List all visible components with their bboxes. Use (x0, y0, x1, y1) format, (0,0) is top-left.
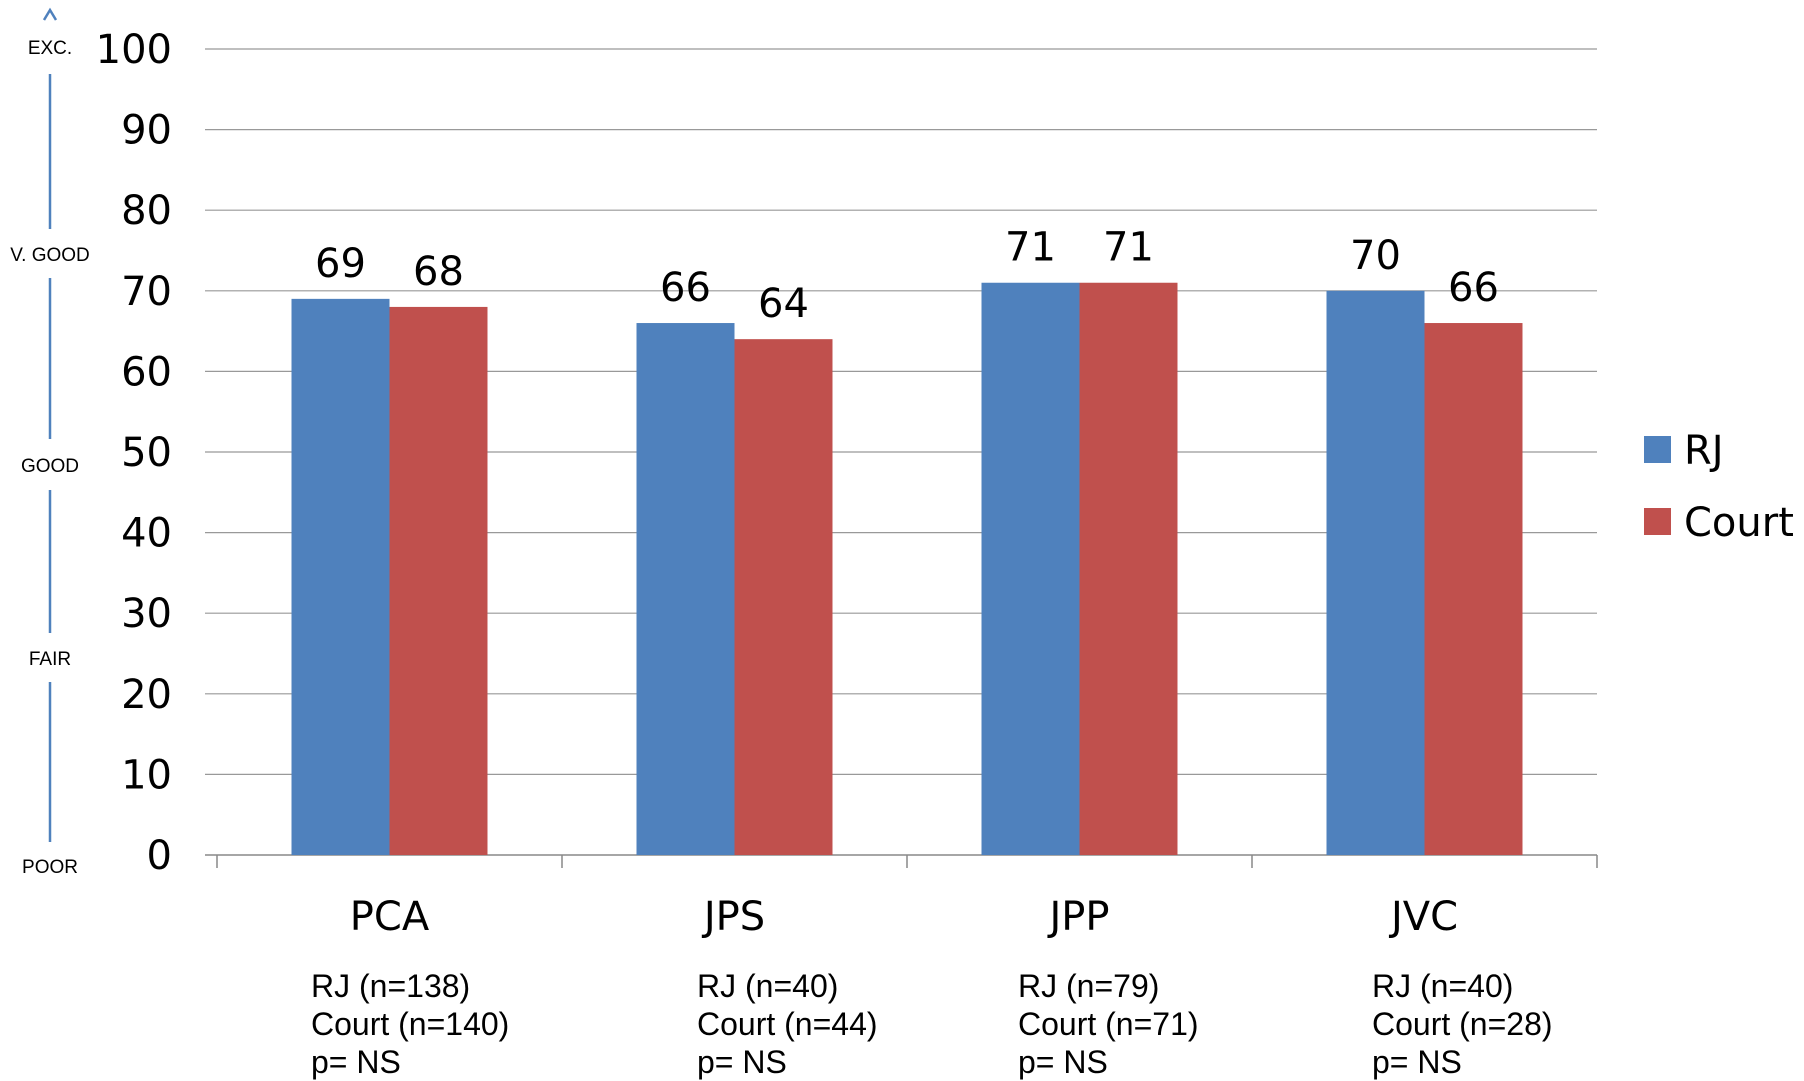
bar-rj-jps (636, 323, 735, 855)
sample-note-jvc: RJ (n=40) Court (n=28) p= NS (1372, 967, 1592, 1081)
y-tick-label: 70 (121, 269, 172, 315)
y-tick-label: 50 (121, 430, 172, 476)
note-line: Court (n=71) (1018, 1006, 1199, 1042)
bar-court-jvc (1424, 323, 1523, 855)
scale-label: EXC. (28, 38, 72, 59)
legend-swatch-court (1644, 508, 1671, 535)
note-line: p= NS (1372, 1044, 1462, 1080)
scale-label: V. GOOD (10, 245, 90, 266)
legend-label-rj: RJ (1684, 428, 1724, 474)
note-line: Court (n=44) (697, 1006, 878, 1042)
note-line: p= NS (697, 1044, 787, 1080)
bar-rj-jvc (1326, 290, 1425, 855)
data-label: 66 (1448, 265, 1499, 311)
note-line: RJ (n=138) (311, 968, 471, 1004)
bar-court-jps (734, 339, 833, 855)
y-tick-label: 90 (121, 108, 172, 154)
note-line: RJ (n=40) (697, 968, 839, 1004)
sample-note-pca: RJ (n=138) Court (n=140) p= NS (311, 967, 531, 1081)
data-label: 71 (1103, 225, 1154, 271)
bar-court-pca (389, 306, 488, 855)
y-axis-ticks: 0 10 20 30 40 50 60 70 80 90 100 (96, 27, 172, 879)
category-label: JPP (1046, 894, 1109, 940)
sample-note-jps: RJ (n=40) Court (n=44) p= NS (697, 967, 917, 1081)
bar-rj-pca (291, 298, 390, 855)
y-tick-label: 20 (121, 672, 172, 718)
data-label: 70 (1350, 233, 1401, 279)
note-line: RJ (n=40) (1372, 968, 1514, 1004)
scale-label: GOOD (21, 456, 79, 477)
y-tick-label: 100 (96, 27, 172, 73)
scale-label: POOR (22, 857, 78, 878)
data-label: 66 (660, 265, 711, 311)
y-tick-label: 0 (147, 833, 172, 879)
legend-label-court: Court (1684, 500, 1794, 546)
data-label: 68 (413, 249, 464, 295)
y-tick-label: 40 (121, 511, 172, 557)
y-tick-label: 80 (121, 188, 172, 234)
rating-scale: EXC. V. GOOD GOOD FAIR POOR (10, 7, 90, 878)
note-line: Court (n=28) (1372, 1006, 1553, 1042)
y-tick-label: 10 (121, 752, 172, 798)
category-label: PCA (350, 894, 430, 940)
note-line: p= NS (311, 1044, 401, 1080)
data-labels: 69 68 66 64 71 71 70 66 (315, 225, 1499, 327)
x-axis: PCA JPS JPP JVC (216, 855, 1598, 940)
note-line: RJ (n=79) (1018, 968, 1160, 1004)
y-tick-label: 60 (121, 349, 172, 395)
category-label: JPS (701, 894, 765, 940)
scale-label: FAIR (29, 649, 71, 670)
up-arrow-icon (42, 7, 58, 21)
data-label: 71 (1005, 225, 1056, 271)
legend-swatch-rj (1644, 436, 1671, 463)
data-label: 69 (315, 241, 366, 287)
data-label: 64 (758, 281, 809, 327)
note-line: Court (n=140) (311, 1006, 510, 1042)
category-label: JVC (1388, 894, 1458, 940)
bars (291, 282, 1523, 855)
bar-rj-jpp (981, 282, 1080, 855)
sample-note-jpp: RJ (n=79) Court (n=71) p= NS (1018, 967, 1238, 1081)
legend: RJ Court (1644, 428, 1794, 546)
bar-court-jpp (1079, 282, 1178, 855)
y-tick-label: 30 (121, 591, 172, 637)
note-line: p= NS (1018, 1044, 1108, 1080)
